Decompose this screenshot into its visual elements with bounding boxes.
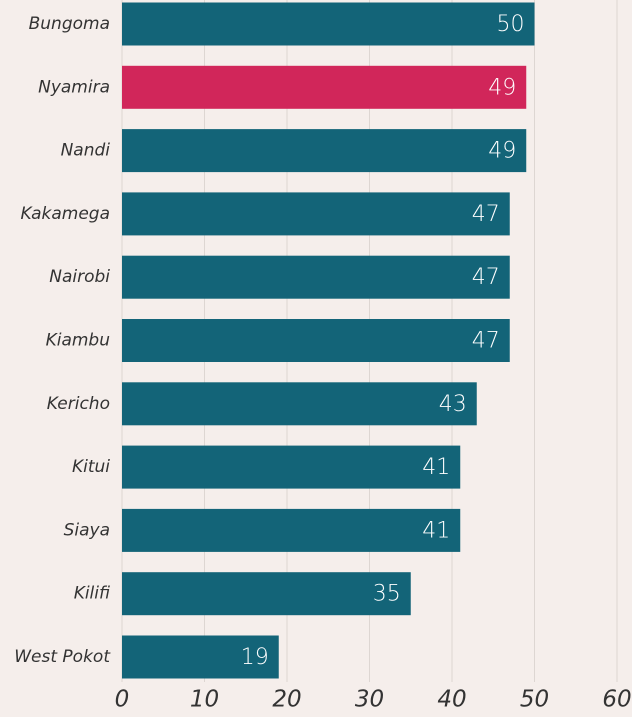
category-label: Kilifi	[74, 584, 110, 604]
value-label: 49	[488, 139, 516, 164]
bar	[122, 129, 527, 173]
bar	[122, 255, 510, 299]
category-label: Nyamira	[38, 77, 110, 97]
category-label: Bungoma	[29, 14, 110, 34]
bar	[122, 635, 279, 679]
bar	[122, 572, 411, 616]
value-label: 43	[439, 392, 467, 417]
category-label: Kericho	[47, 394, 110, 414]
x-tick-label: 50	[520, 687, 549, 713]
x-tick-label: 10	[190, 687, 219, 713]
category-label: Kitui	[72, 457, 110, 477]
x-tick-label: 0	[115, 687, 130, 713]
bar	[122, 508, 461, 552]
x-tick-label: 40	[437, 687, 466, 713]
bar	[122, 192, 510, 236]
x-tick-label: 60	[602, 687, 631, 713]
bar	[122, 2, 535, 46]
x-tick-label: 20	[272, 687, 301, 713]
category-label: Nairobi	[49, 267, 110, 287]
value-label: 49	[488, 75, 516, 100]
category-label: Kiambu	[46, 331, 111, 351]
category-label: West Pokot	[14, 647, 111, 667]
value-label: 47	[472, 265, 500, 290]
value-label: 35	[373, 582, 401, 607]
category-label: Siaya	[64, 520, 110, 540]
bar	[122, 382, 477, 426]
value-label: 50	[497, 12, 525, 37]
bar	[122, 319, 510, 362]
bar	[122, 65, 527, 109]
bar	[122, 445, 461, 489]
value-label: 41	[422, 455, 450, 480]
value-label: 47	[472, 329, 500, 354]
category-label: Nandi	[61, 141, 111, 161]
value-label: 19	[241, 645, 269, 670]
value-label: 41	[422, 518, 450, 543]
value-label: 47	[472, 202, 500, 227]
category-label: Kakamega	[21, 204, 110, 224]
x-tick-label: 30	[355, 687, 384, 713]
